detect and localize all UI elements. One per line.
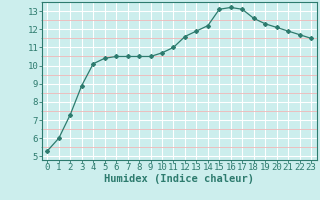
X-axis label: Humidex (Indice chaleur): Humidex (Indice chaleur)	[104, 174, 254, 184]
